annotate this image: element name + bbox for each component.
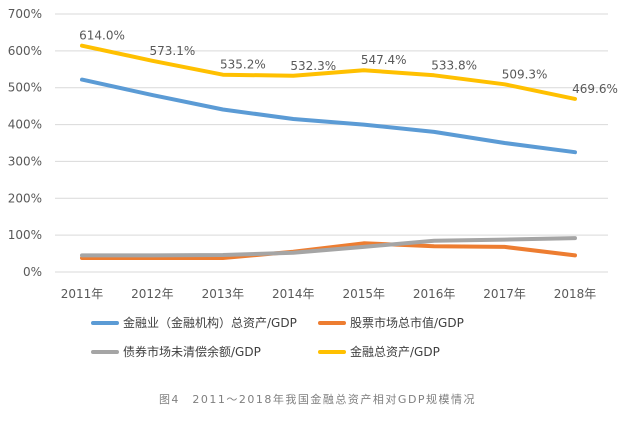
legend-item-financial-industry: 金融业（金融机构）总资产/GDP [91, 314, 297, 331]
x-tick-label: 2014年 [272, 287, 315, 301]
x-tick-label: 2011年 [61, 287, 104, 301]
x-tick-label: 2017年 [483, 287, 526, 301]
legend-label: 债券市场未清偿余额/GDP [123, 345, 261, 359]
y-tick-label: 300% [8, 154, 42, 168]
legend-swatch [91, 349, 119, 354]
legend-swatch [91, 320, 119, 325]
y-axis: 0% 100% 200% 300% 400% 500% 600% 700% [8, 7, 42, 279]
x-axis: 2011年 2012年 2013年 2014年 2015年 2016年 2017年 2018年 [61, 287, 597, 301]
series-line-0 [80, 77, 577, 155]
y-tick-label: 500% [8, 81, 42, 95]
data-label: 614.0% [79, 29, 125, 43]
legend-swatch [318, 320, 346, 325]
series-line-3 [80, 43, 577, 101]
y-tick-label: 200% [8, 191, 42, 205]
legend-item-stock-market: 股票市场总市值/GDP [318, 314, 464, 331]
data-label: 532.3% [290, 59, 336, 73]
series-line-1 [80, 241, 577, 260]
data-label: 535.2% [220, 58, 266, 72]
x-tick-label: 2018年 [554, 287, 597, 301]
x-tick-label: 2012年 [131, 287, 174, 301]
x-tick-label: 2015年 [342, 287, 385, 301]
data-label: 469.6% [572, 82, 618, 96]
x-tick-label: 2016年 [413, 287, 456, 301]
data-label: 547.4% [361, 53, 407, 67]
data-labels: 614.0% 573.1% 535.2% 532.3% 547.4% 533.8% 509.… [79, 29, 618, 96]
x-tick-label: 2013年 [202, 287, 245, 301]
data-label: 533.8% [431, 58, 477, 72]
series-lines [80, 43, 577, 260]
y-tick-label: 0% [23, 265, 42, 279]
legend-label: 金融总资产/GDP [350, 345, 440, 359]
y-tick-label: 100% [8, 228, 42, 242]
legend-item-total-assets: 金融总资产/GDP [318, 343, 440, 360]
y-tick-label: 600% [8, 44, 42, 58]
legend-label: 股票市场总市值/GDP [350, 316, 464, 330]
gridlines [55, 13, 608, 273]
series-line-2 [80, 236, 577, 258]
data-label: 573.1% [150, 44, 196, 58]
y-tick-label: 700% [8, 7, 42, 21]
figure-caption: 图4 2011～2018年我国金融总资产相对GDP规模情况 [158, 393, 477, 406]
data-label: 509.3% [502, 67, 548, 81]
legend-item-bond-market: 债券市场未清偿余额/GDP [91, 343, 261, 360]
legend-label: 金融业（金融机构）总资产/GDP [123, 316, 297, 330]
y-tick-label: 400% [8, 118, 42, 132]
legend-swatch [318, 349, 346, 354]
